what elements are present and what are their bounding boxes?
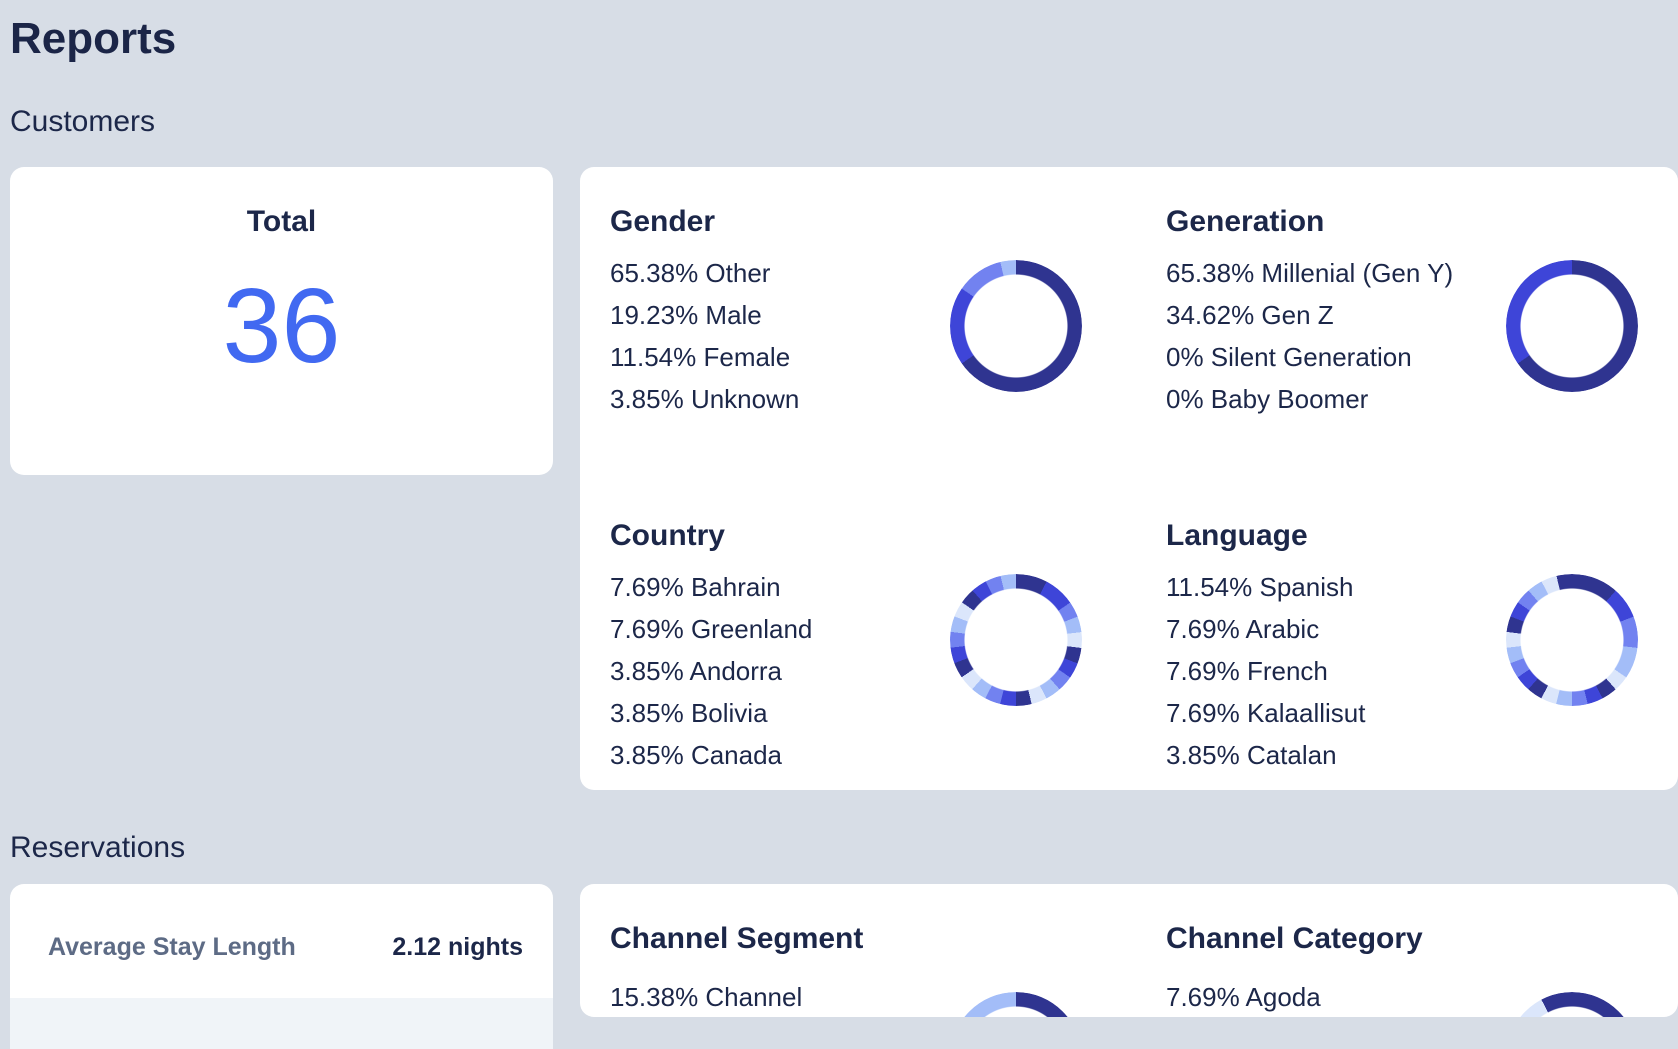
- donut-generation-chart: [1506, 260, 1638, 392]
- chart-gender-title: Gender: [610, 205, 716, 238]
- legend-item: 3.85% Unknown: [610, 384, 800, 414]
- average-stay-row: Average Stay Length 2.12 nights: [10, 884, 553, 962]
- chart-channel-segment-title: Channel Segment: [610, 922, 864, 955]
- legend-item: 0% Silent Generation: [1166, 342, 1412, 372]
- legend-item: 3.85% Bolivia: [610, 698, 768, 728]
- page-title: Reports: [10, 14, 177, 63]
- legend-item: 34.62% Gen Z: [1166, 300, 1334, 330]
- chart-generation-title: Generation: [1166, 205, 1325, 238]
- legend-item: 65.38% Other: [610, 258, 771, 288]
- average-stay-value: 2.12 nights: [392, 933, 523, 961]
- chart-channel-category: Channel Category 7.69% Agoda: [1166, 922, 1678, 1017]
- chart-generation-legend: 65.38% Millenial (Gen Y) 34.62% Gen Z 0% S…: [1166, 252, 1506, 420]
- legend-item: 3.85% Catalan: [1166, 740, 1337, 770]
- average-stay-label: Average Stay Length: [48, 933, 296, 961]
- chart-language-title: Language: [1166, 519, 1308, 552]
- legend-item: 19.23% Male: [610, 300, 762, 330]
- total-value: 36: [222, 267, 341, 385]
- legend-item: 3.85% Canada: [610, 740, 783, 770]
- chart-generation-text: Generation 65.38% Millenial (Gen Y) 34.62…: [1166, 205, 1506, 420]
- legend-item: 0% Baby Boomer: [1166, 384, 1369, 414]
- chart-gender-legend: 65.38% Other 19.23% Male 11.54% Female 3.85…: [610, 252, 950, 420]
- chart-channel-category-title: Channel Category: [1166, 922, 1423, 955]
- chart-channel-segment: Channel Segment 15.38% Channel: [610, 922, 1166, 1017]
- chart-gender: Gender 65.38% Other 19.23% Male 11.54% Fem…: [610, 205, 1166, 519]
- chart-language-legend: 11.54% Spanish 7.69% Arabic 7.69% French 7.…: [1166, 566, 1506, 776]
- chart-generation: Generation 65.38% Millenial (Gen Y) 34.62…: [1166, 205, 1678, 519]
- legend-item: 7.69% Agoda: [1166, 982, 1321, 1012]
- chart-country-text: Country 7.69% Bahrain 7.69% Greenland 3.85…: [610, 519, 950, 776]
- chart-country: Country 7.69% Bahrain 7.69% Greenland 3.85…: [610, 519, 1166, 790]
- legend-item: 15.38% Channel: [610, 982, 803, 1012]
- donut-language-chart: [1506, 574, 1638, 706]
- legend-item: 11.54% Spanish: [1166, 572, 1354, 602]
- table-row-stripe: [10, 998, 553, 1049]
- total-card: Total 36: [10, 167, 553, 475]
- section-heading-reservations: Reservations: [10, 831, 186, 864]
- reservations-row: Average Stay Length 2.12 nights Channel …: [10, 884, 1678, 1049]
- donut-channel-segment-chart: [950, 992, 1082, 1017]
- chart-gender-text: Gender 65.38% Other 19.23% Male 11.54% Fem…: [610, 205, 950, 420]
- average-stay-card: Average Stay Length 2.12 nights: [10, 884, 553, 1049]
- legend-item: 7.69% Bahrain: [610, 572, 781, 602]
- chart-language: Language 11.54% Spanish 7.69% Arabic 7.69%…: [1166, 519, 1678, 790]
- legend-item: 11.54% Female: [610, 342, 791, 372]
- chart-country-legend: 7.69% Bahrain 7.69% Greenland 3.85% Andorr…: [610, 566, 950, 776]
- section-heading-customers: Customers: [10, 105, 156, 138]
- legend-item: 65.38% Millenial (Gen Y): [1166, 258, 1454, 288]
- chart-channel-segment-legend: 15.38% Channel: [610, 976, 950, 1017]
- donut-channel-category-chart: [1506, 992, 1638, 1017]
- channel-charts-card: Channel Segment 15.38% Channel Channel C…: [580, 884, 1678, 1017]
- total-label: Total: [246, 205, 317, 238]
- chart-channel-segment-text: Channel Segment 15.38% Channel: [610, 922, 950, 1017]
- legend-item: 3.85% Andorra: [610, 656, 783, 686]
- chart-channel-category-text: Channel Category 7.69% Agoda: [1166, 922, 1506, 1017]
- legend-item: 7.69% Kalaallisut: [1166, 698, 1366, 728]
- chart-language-text: Language 11.54% Spanish 7.69% Arabic 7.69%…: [1166, 519, 1506, 776]
- chart-channel-category-legend: 7.69% Agoda: [1166, 976, 1506, 1017]
- legend-item: 7.69% Arabic: [1166, 614, 1320, 644]
- donut-country-chart: [950, 574, 1082, 706]
- legend-item: 7.69% Greenland: [610, 614, 813, 644]
- legend-item: 7.69% French: [1166, 656, 1328, 686]
- chart-country-title: Country: [610, 519, 725, 552]
- customer-charts-card: Gender 65.38% Other 19.23% Male 11.54% Fem…: [580, 167, 1678, 790]
- donut-gender-chart: [950, 260, 1082, 392]
- customers-row: Total 36 Gender 65.38% Other 19.23% Male 1…: [10, 167, 1678, 790]
